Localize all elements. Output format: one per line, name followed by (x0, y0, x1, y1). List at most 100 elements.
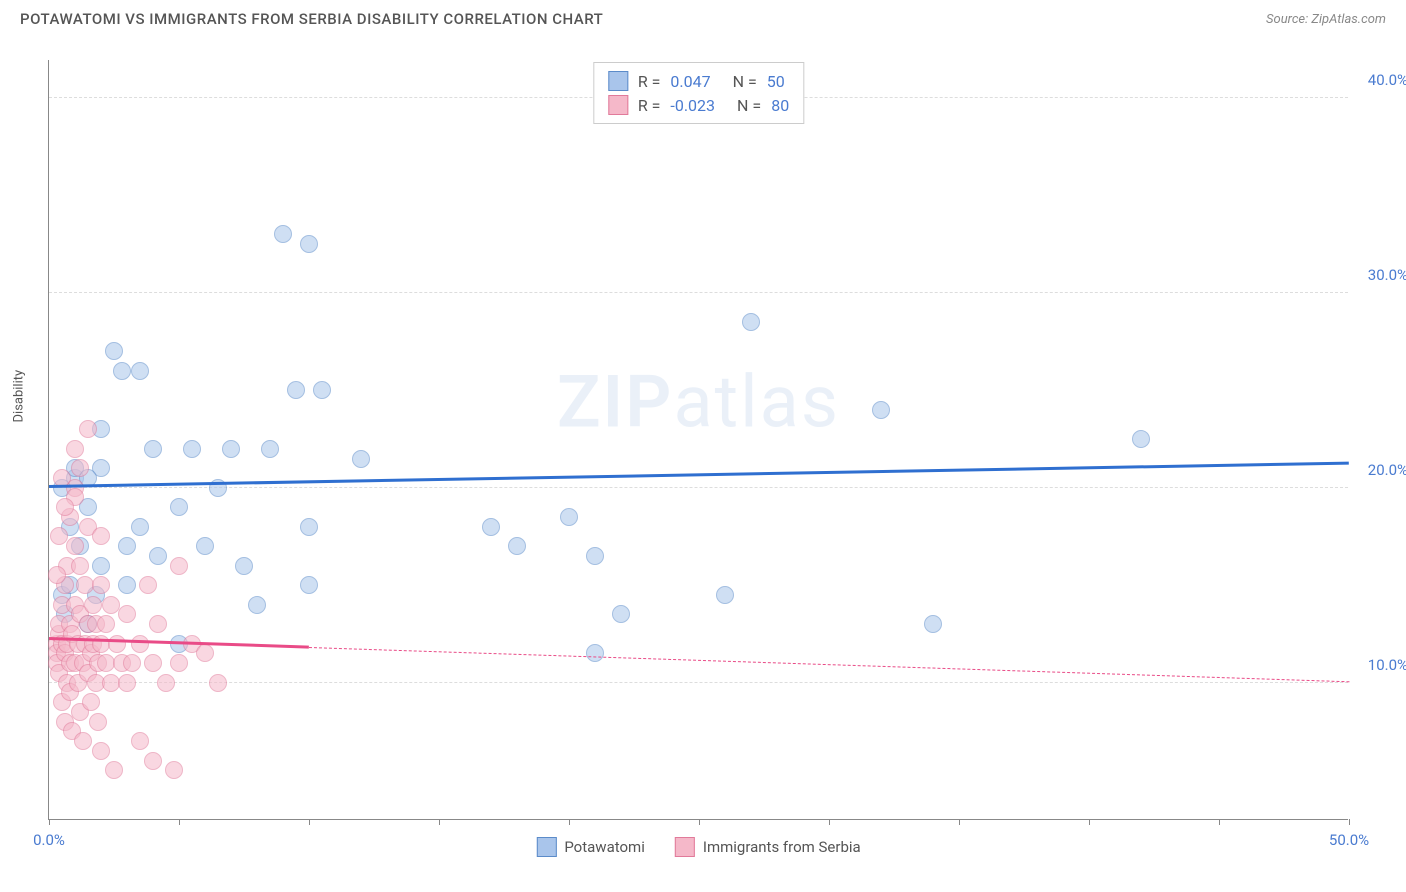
scatter-point (89, 713, 107, 731)
x-tick (1349, 819, 1350, 825)
scatter-point (183, 440, 201, 458)
scatter-point (113, 362, 131, 380)
scatter-point (742, 313, 760, 331)
scatter-point (235, 557, 253, 575)
scatter-point (196, 644, 214, 662)
scatter-point (118, 576, 136, 594)
chart-plot-area: ZIPatlas Disability 10.0%20.0%30.0%40.0%… (48, 60, 1348, 820)
scatter-point (118, 605, 136, 623)
scatter-point (924, 615, 942, 633)
x-tick (309, 819, 310, 825)
scatter-point (1132, 430, 1150, 448)
scatter-point (196, 537, 214, 555)
x-tick (49, 819, 50, 825)
scatter-point (139, 576, 157, 594)
x-tick (829, 819, 830, 825)
scatter-point (612, 605, 630, 623)
scatter-point (170, 498, 188, 516)
scatter-point (248, 596, 266, 614)
x-tick (959, 819, 960, 825)
trendline-dashed (309, 647, 1349, 682)
stats-legend-box: R = 0.047 N = 50 R = -0.023 N = 80 (593, 62, 804, 124)
y-tick-label: 10.0% (1368, 656, 1406, 674)
scatter-point (157, 674, 175, 692)
x-tick-label: 50.0% (1329, 831, 1369, 849)
watermark: ZIPatlas (557, 359, 840, 444)
y-axis-label: Disability (12, 369, 27, 422)
scatter-point (287, 381, 305, 399)
scatter-point (50, 527, 68, 545)
scatter-point (482, 518, 500, 536)
scatter-point (144, 440, 162, 458)
x-tick (439, 819, 440, 825)
scatter-point (144, 654, 162, 672)
scatter-point (165, 761, 183, 779)
scatter-point (586, 547, 604, 565)
scatter-point (82, 693, 100, 711)
scatter-point (71, 557, 89, 575)
scatter-point (586, 644, 604, 662)
scatter-point (149, 615, 167, 633)
chart-title: POTAWATOMI VS IMMIGRANTS FROM SERBIA DIS… (20, 10, 603, 28)
legend-swatch-0 (536, 837, 556, 857)
scatter-point (313, 381, 331, 399)
x-tick-label: 0.0% (33, 831, 65, 849)
scatter-point (79, 420, 97, 438)
scatter-point (92, 557, 110, 575)
x-tick (179, 819, 180, 825)
legend-label-1: Immigrants from Serbia (703, 838, 861, 856)
stats-row-series-0: R = 0.047 N = 50 (608, 69, 789, 93)
gridline-h (49, 682, 1348, 683)
scatter-point (872, 401, 890, 419)
scatter-point (560, 508, 578, 526)
scatter-point (170, 654, 188, 672)
scatter-point (508, 537, 526, 555)
y-tick-label: 20.0% (1368, 461, 1406, 479)
scatter-point (105, 761, 123, 779)
scatter-point (92, 742, 110, 760)
swatch-series-1 (608, 95, 628, 115)
scatter-point (144, 752, 162, 770)
scatter-point (92, 576, 110, 594)
legend-swatch-1 (675, 837, 695, 857)
scatter-point (170, 557, 188, 575)
scatter-point (149, 547, 167, 565)
scatter-point (105, 342, 123, 360)
scatter-point (274, 225, 292, 243)
scatter-point (261, 440, 279, 458)
scatter-point (118, 537, 136, 555)
legend-label-0: Potawatomi (564, 838, 645, 856)
legend-item-1: Immigrants from Serbia (675, 837, 861, 857)
swatch-series-0 (608, 71, 628, 91)
bottom-legend: Potawatomi Immigrants from Serbia (536, 837, 860, 857)
scatter-point (716, 586, 734, 604)
trendline-solid (49, 462, 1349, 488)
scatter-point (66, 440, 84, 458)
scatter-point (300, 576, 318, 594)
source-attribution: Source: ZipAtlas.com (1266, 12, 1386, 27)
scatter-point (66, 537, 84, 555)
scatter-point (352, 450, 370, 468)
y-tick-label: 30.0% (1368, 266, 1406, 284)
scatter-point (131, 362, 149, 380)
scatter-point (300, 235, 318, 253)
scatter-point (131, 518, 149, 536)
header: POTAWATOMI VS IMMIGRANTS FROM SERBIA DIS… (0, 0, 1406, 33)
scatter-point (222, 440, 240, 458)
scatter-point (74, 732, 92, 750)
gridline-h (49, 292, 1348, 293)
scatter-point (131, 732, 149, 750)
scatter-point (92, 527, 110, 545)
scatter-point (123, 654, 141, 672)
scatter-point (118, 674, 136, 692)
x-tick (569, 819, 570, 825)
scatter-point (300, 518, 318, 536)
scatter-point (108, 635, 126, 653)
x-tick (1089, 819, 1090, 825)
legend-item-0: Potawatomi (536, 837, 645, 857)
scatter-point (209, 674, 227, 692)
scatter-point (71, 459, 89, 477)
stats-row-series-1: R = -0.023 N = 80 (608, 93, 789, 117)
x-tick (1219, 819, 1220, 825)
scatter-point (48, 566, 66, 584)
